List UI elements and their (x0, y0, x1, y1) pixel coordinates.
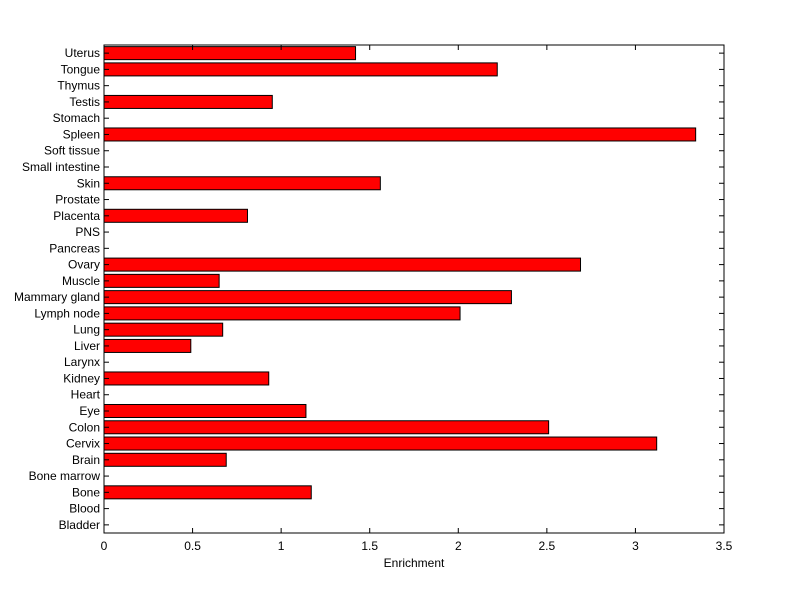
y-tick-label-testis: Testis (69, 95, 100, 109)
x-tick-label-6: 3 (632, 539, 639, 553)
y-tick-label-heart: Heart (71, 388, 101, 402)
labels-layer: Bladder Blood Bone Bone marrow Brain Cervix Co… (14, 46, 733, 553)
y-tick-label-mammary-gland: Mammary gland (14, 290, 100, 304)
bar-lung (103, 322, 224, 337)
y-tick-label-muscle: Muscle (62, 274, 100, 288)
bar-kidney (103, 371, 270, 386)
bar-mammary-gland (103, 290, 512, 305)
x-tick-label-1: 0.5 (184, 539, 201, 553)
y-tick-label-colon: Colon (69, 420, 100, 434)
y-tick-label-lymph-node: Lymph node (34, 306, 100, 320)
bar-eye (103, 403, 307, 419)
y-tick-label-bone: Bone (72, 485, 100, 499)
bar-bone (103, 485, 312, 500)
y-tick-label-eye: Eye (79, 404, 100, 418)
bar-brain (103, 452, 227, 467)
y-tick-label-thymus: Thymus (57, 79, 100, 93)
y-tick-label-lung: Lung (73, 323, 100, 337)
y-tick-label-bone-marrow: Bone marrow (29, 469, 101, 483)
bars-layer (103, 46, 697, 500)
bar-tongue (103, 62, 498, 77)
x-tick-label-3: 1.5 (361, 539, 378, 553)
ticks-layer (103, 45, 725, 533)
y-tick-label-tongue: Tongue (61, 62, 101, 76)
bar-ovary (103, 257, 582, 272)
y-tick-label-spleen: Spleen (63, 127, 100, 141)
y-tick-label-prostate: Prostate (55, 193, 100, 207)
y-tick-label-small-intestine: Small intestine (22, 160, 100, 174)
bar-liver (103, 338, 192, 353)
bar-lymph-node (103, 306, 461, 321)
plot-frame (103, 44, 725, 534)
x-tick-label-7: 3.5 (716, 539, 733, 553)
y-tick-label-bladder: Bladder (59, 518, 100, 532)
bar-cervix (103, 436, 658, 451)
bar-muscle (103, 273, 220, 288)
bar-placenta (103, 208, 248, 223)
x-tick-label-5: 2.5 (539, 539, 556, 553)
y-tick-label-ovary: Ovary (68, 258, 100, 272)
x-tick-label-2: 1 (278, 539, 285, 553)
y-tick-label-liver: Liver (74, 339, 100, 353)
y-tick-label-stomach: Stomach (53, 111, 100, 125)
y-tick-label-cervix: Cervix (66, 437, 100, 451)
y-tick-label-pancreas: Pancreas (49, 241, 100, 255)
bar-spleen (103, 127, 697, 142)
y-tick-label-pns: PNS (75, 225, 100, 239)
y-tick-label-soft-tissue: Soft tissue (44, 144, 100, 158)
y-tick-label-uterus: Uterus (65, 46, 100, 60)
y-tick-label-skin: Skin (77, 176, 100, 190)
bar-testis (103, 94, 273, 109)
y-tick-label-blood: Blood (69, 502, 100, 516)
bar-uterus (103, 46, 357, 61)
x-tick-label-0: 0 (101, 539, 108, 553)
bar-skin (103, 176, 381, 191)
y-tick-label-kidney: Kidney (63, 371, 100, 385)
y-tick-label-placenta: Placenta (53, 209, 100, 223)
bar-colon (103, 420, 550, 435)
x-tick-label-4: 2 (455, 539, 462, 553)
x-axis-label: Enrichment (384, 556, 445, 570)
y-tick-label-brain: Brain (72, 453, 100, 467)
y-tick-label-larynx: Larynx (64, 355, 100, 369)
